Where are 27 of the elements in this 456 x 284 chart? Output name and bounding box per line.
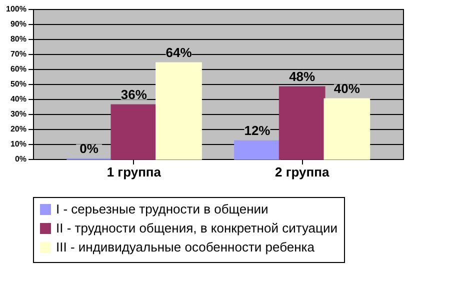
data-label: 64% xyxy=(166,45,192,60)
bar xyxy=(234,140,280,160)
y-tick-label: 20% xyxy=(10,124,26,134)
bar xyxy=(156,62,202,160)
bar xyxy=(278,86,326,160)
data-label: 36% xyxy=(120,87,148,102)
x-tick-label: 2 группа xyxy=(274,164,330,180)
data-label: 48% xyxy=(289,69,316,84)
legend-label: II - трудности общения, в конкретной ситуации xyxy=(56,220,338,236)
y-tick-label: 30% xyxy=(10,110,26,118)
legend-label: I - серьезные трудности в общении xyxy=(56,202,268,216)
y-tick-label: 10% xyxy=(10,140,26,148)
bar xyxy=(110,104,158,160)
y-tick-label: 50% xyxy=(10,80,26,88)
y-tick-label: 80% xyxy=(10,34,26,44)
y-tick-label: 40% xyxy=(10,94,26,104)
y-tick-label: 70% xyxy=(10,50,26,58)
y-tick-label: 0% xyxy=(14,154,26,164)
legend-label: III - индивидуальные особенности ребенка xyxy=(56,240,316,254)
y-tick-label: 100% xyxy=(6,4,26,14)
x-tick-label: 1 группа xyxy=(106,164,162,180)
data-label: 12% xyxy=(244,123,271,138)
data-label: 0% xyxy=(80,141,99,156)
y-tick-label: 90% xyxy=(10,20,26,28)
bar xyxy=(324,98,370,160)
data-label: 40% xyxy=(334,81,360,96)
y-tick-label: 60% xyxy=(10,64,26,74)
